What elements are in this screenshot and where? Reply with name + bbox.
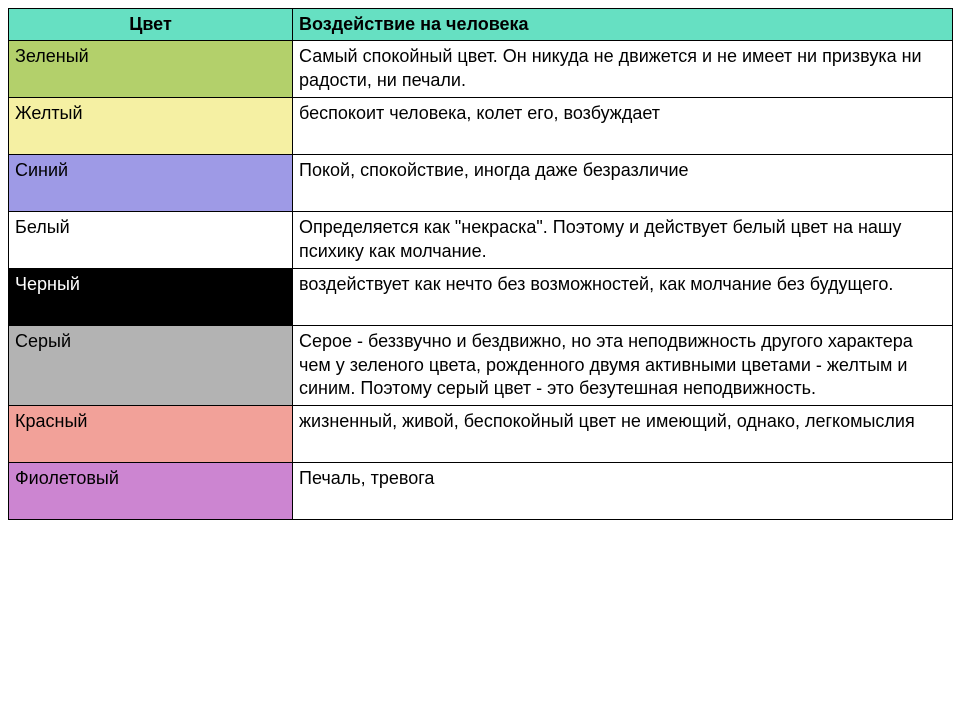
- color-desc-cell: Определяется как "некраска". Поэтому и д…: [293, 212, 953, 269]
- color-desc-cell: воздействует как нечто без возможностей,…: [293, 269, 953, 326]
- color-name-cell: Зеленый: [9, 41, 293, 98]
- color-desc-cell: беспокоит человека, колет его, возбуждае…: [293, 98, 953, 155]
- color-name-cell: Желтый: [9, 98, 293, 155]
- table-row: Желтый беспокоит человека, колет его, во…: [9, 98, 953, 155]
- color-desc-cell: Покой, спокойствие, иногда даже безразли…: [293, 155, 953, 212]
- color-effects-table: Цвет Воздействие на человека Зеленый Сам…: [8, 8, 953, 520]
- color-name-cell: Серый: [9, 326, 293, 405]
- table-row: Красный жизненный, живой, беспокойный цв…: [9, 405, 953, 462]
- table-header-row: Цвет Воздействие на человека: [9, 9, 953, 41]
- color-name-cell: Фиолетовый: [9, 462, 293, 519]
- col-header-desc: Воздействие на человека: [293, 9, 953, 41]
- color-name-cell: Черный: [9, 269, 293, 326]
- table-row: Черный воздействует как нечто без возмож…: [9, 269, 953, 326]
- table-row: Серый Серое - беззвучно и бездвижно, но …: [9, 326, 953, 405]
- table-row: Зеленый Самый спокойный цвет. Он никуда …: [9, 41, 953, 98]
- color-name-cell: Белый: [9, 212, 293, 269]
- col-header-name: Цвет: [9, 9, 293, 41]
- color-desc-cell: жизненный, живой, беспокойный цвет не им…: [293, 405, 953, 462]
- table-row: Белый Определяется как "некраска". Поэто…: [9, 212, 953, 269]
- color-desc-cell: Серое - беззвучно и бездвижно, но эта не…: [293, 326, 953, 405]
- table-row: Синий Покой, спокойствие, иногда даже бе…: [9, 155, 953, 212]
- color-name-cell: Синий: [9, 155, 293, 212]
- color-desc-cell: Самый спокойный цвет. Он никуда не движе…: [293, 41, 953, 98]
- color-desc-cell: Печаль, тревога: [293, 462, 953, 519]
- table-row: Фиолетовый Печаль, тревога: [9, 462, 953, 519]
- color-name-cell: Красный: [9, 405, 293, 462]
